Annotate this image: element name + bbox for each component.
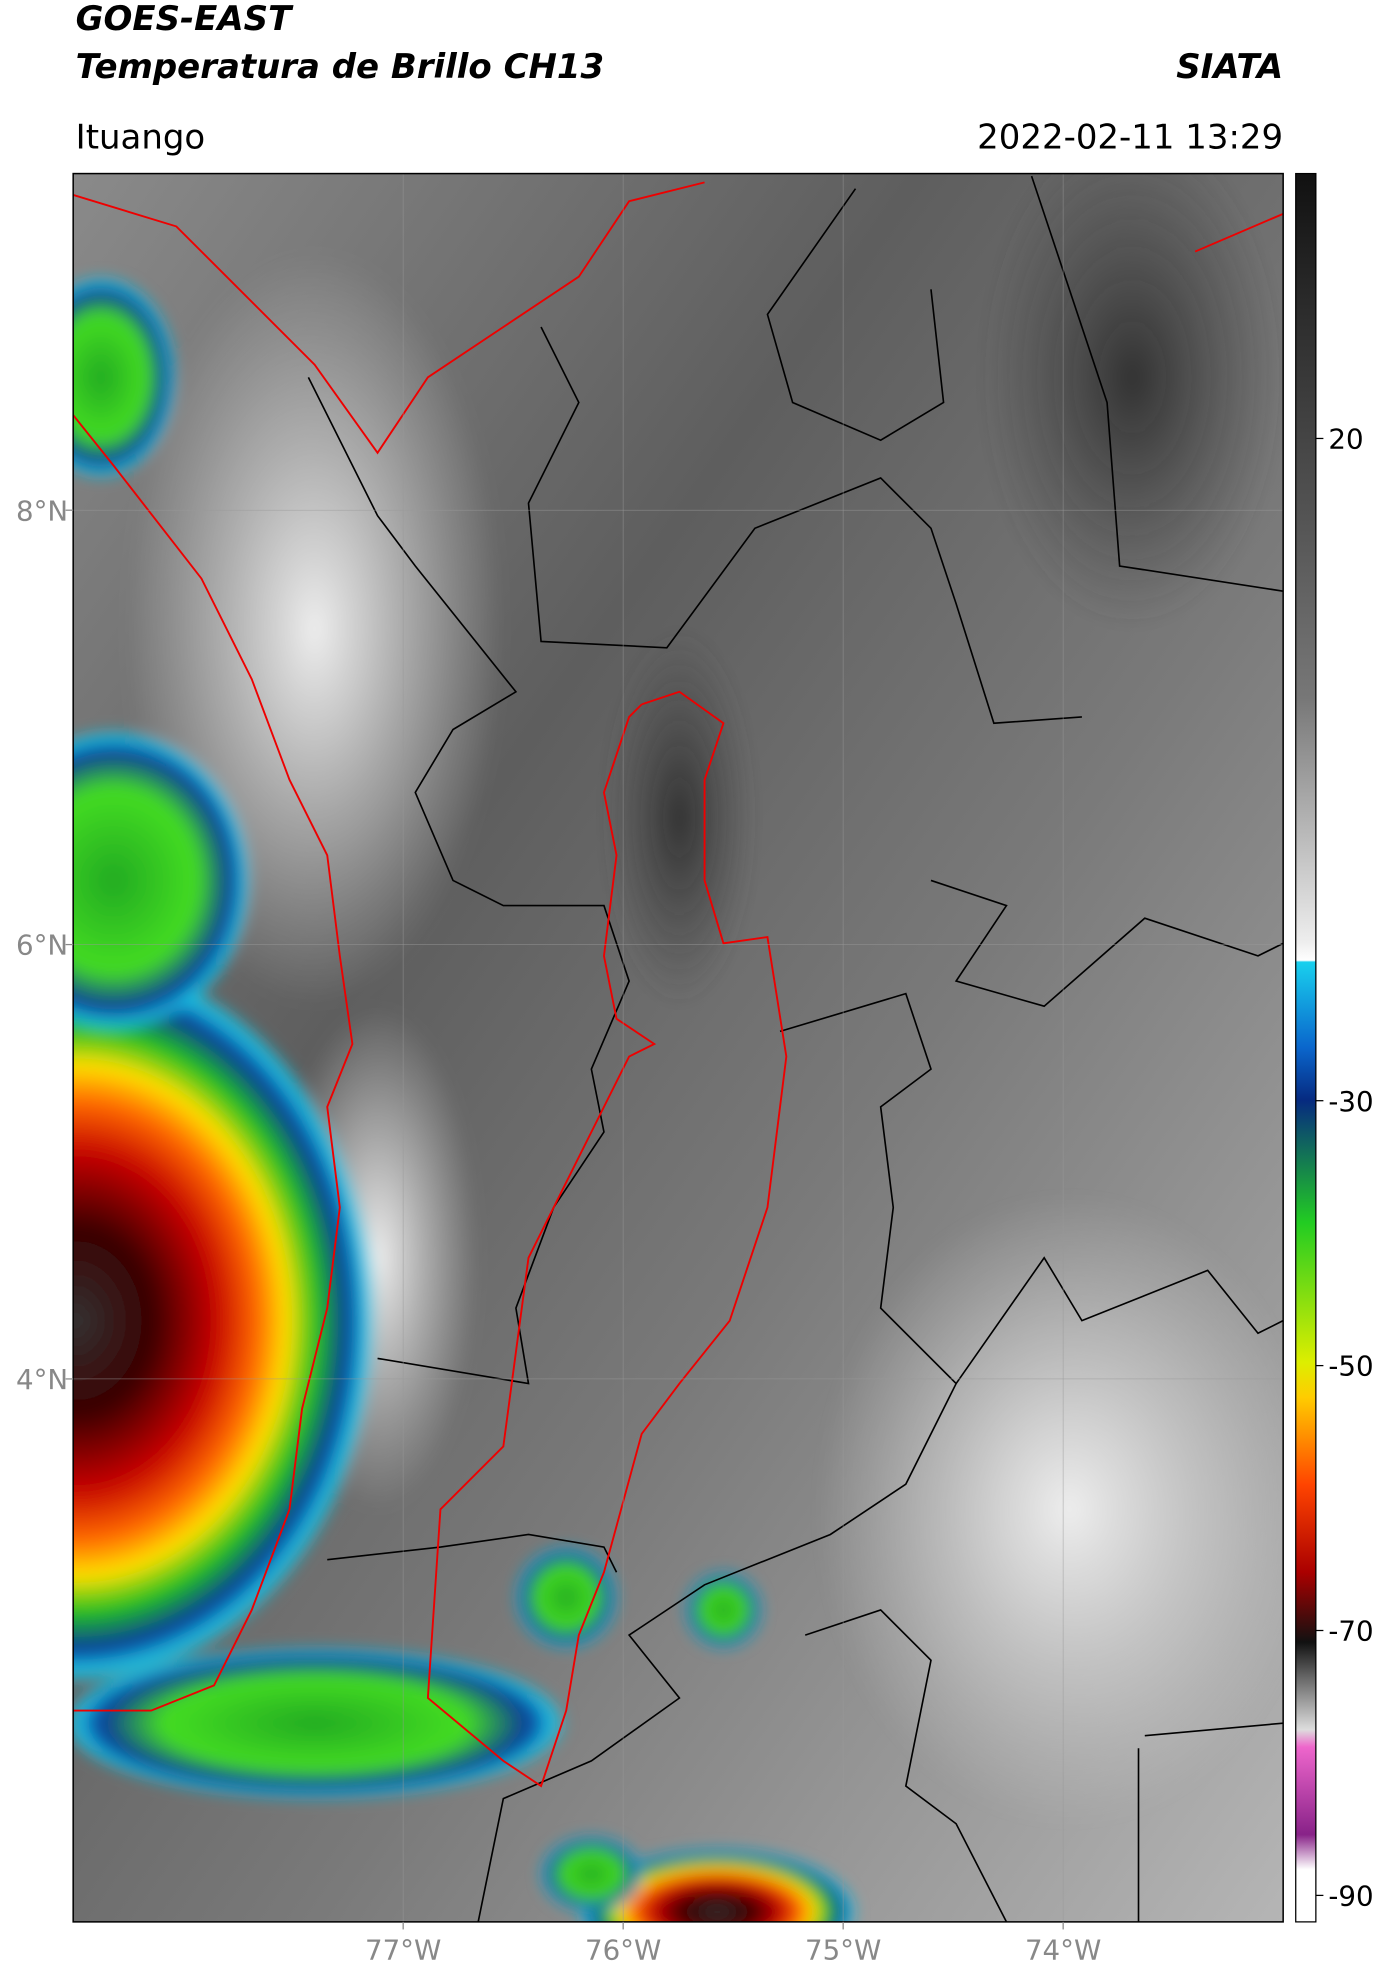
location: Ituango xyxy=(76,117,206,157)
colorbar-tick-label: -30 xyxy=(1328,1085,1373,1118)
lon-tick-label: 75°W xyxy=(805,1934,881,1967)
colorbar-tick-label: -90 xyxy=(1328,1879,1373,1912)
colorbar-tick-label: -70 xyxy=(1328,1615,1373,1648)
lon-tick-label: 77°W xyxy=(365,1934,441,1967)
satellite: GOES-EAST xyxy=(76,0,294,39)
map-frame xyxy=(72,172,1284,1923)
source: SIATA xyxy=(1176,47,1283,87)
lat-tick-label: 8°N xyxy=(16,494,68,527)
lon-tick-label: 76°W xyxy=(585,1934,661,1967)
lat-tick-label: 4°N xyxy=(16,1363,68,1396)
colorbar-tick-label: 20 xyxy=(1328,423,1363,456)
lon-tick-label: 74°W xyxy=(1025,1934,1101,1967)
lat-tick-label: 6°N xyxy=(16,929,68,962)
colorbar xyxy=(1295,172,1317,1923)
imagery xyxy=(73,173,1284,1922)
product: Temperatura de Brillo CH13 xyxy=(76,47,604,87)
datetime: 2022-02-11 13:29 xyxy=(977,117,1283,157)
colorbar-tick-label: -50 xyxy=(1328,1350,1373,1383)
